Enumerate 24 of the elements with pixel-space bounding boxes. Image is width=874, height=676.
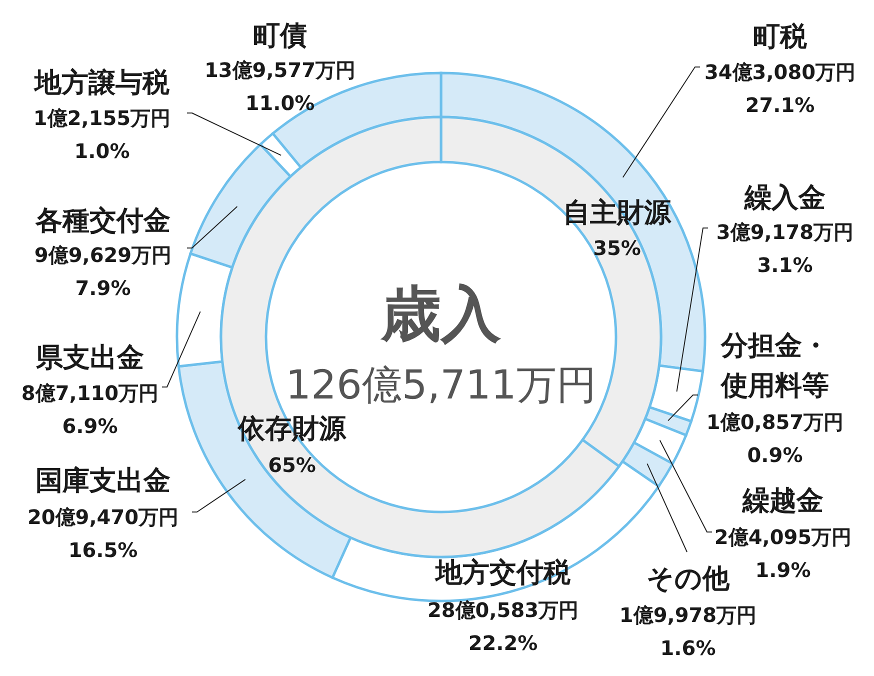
data-label: 34億3,080万円 27.1% (704, 60, 856, 118)
slice-label: 県支出金 (35, 342, 144, 374)
data-label: 20億9,470万円 16.5% (27, 505, 179, 562)
data-label: 1億0,857万円 0.9% (706, 410, 844, 468)
data-label: 1億2,155万円 1.0% (33, 106, 171, 164)
slice-label: 分担金・使用料等 (720, 330, 829, 402)
data-label: 13億9,577万円 11.0% (204, 58, 356, 116)
text: 歳入 (380, 280, 502, 350)
text: 126億5,711万円 (286, 362, 596, 408)
data-label: 35% (593, 236, 641, 260)
slice-label: 各種交付金 (34, 206, 170, 237)
slice-label: 繰越金 (742, 486, 824, 517)
data-label: 3億9,178万円 3.1% (716, 220, 854, 278)
data-label: 1億9,978万円 1.6% (619, 603, 757, 660)
slice-label: 繰入金 (744, 182, 826, 214)
slice-label: 国庫支出金 (36, 466, 170, 497)
data-label: 9億9,629万円 7.9% (34, 243, 172, 300)
slice-label: 町税 (753, 22, 808, 53)
data-label: 65% (268, 453, 316, 478)
slice-label: 町債 (253, 20, 307, 52)
data-label: 28億0,583万円 22.2% (427, 598, 579, 656)
slice-label: 地方譲与税 (34, 68, 170, 99)
data-label: 8億7,110万円 6.9% (21, 381, 159, 438)
slice-label: 自主財源 (563, 198, 672, 229)
